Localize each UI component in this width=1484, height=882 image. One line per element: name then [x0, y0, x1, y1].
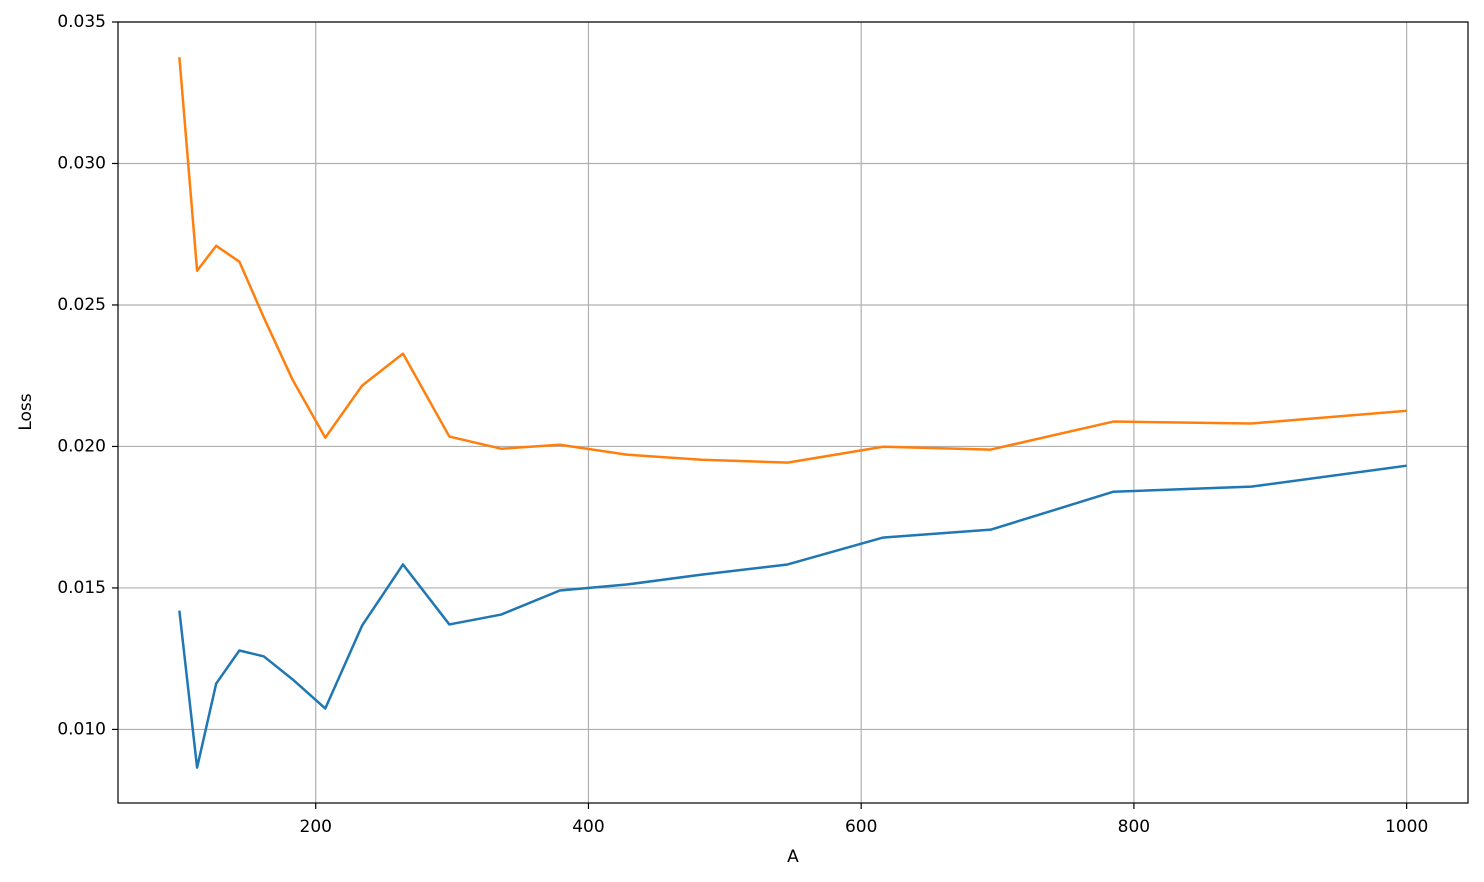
x-tick-label: 400	[572, 817, 604, 837]
y-tick-label: 0.015	[57, 578, 106, 598]
x-tick-label: 1000	[1385, 817, 1428, 837]
x-tick-label: 200	[300, 817, 332, 837]
y-tick-label: 0.020	[57, 436, 106, 456]
line-series	[178, 56, 1407, 464]
y-tick-label: 0.025	[57, 295, 106, 315]
y-tick-label: 0.010	[57, 719, 106, 739]
x-axis-label: A	[787, 847, 799, 867]
x-tick-label: 800	[1118, 817, 1150, 837]
y-axis-label: Loss	[16, 393, 36, 430]
x-tick-label: 600	[845, 817, 877, 837]
y-tick-label: 0.030	[57, 153, 106, 173]
line-series	[178, 464, 1407, 769]
plot-frame	[117, 21, 1469, 804]
y-tick-label: 0.035	[57, 12, 106, 32]
